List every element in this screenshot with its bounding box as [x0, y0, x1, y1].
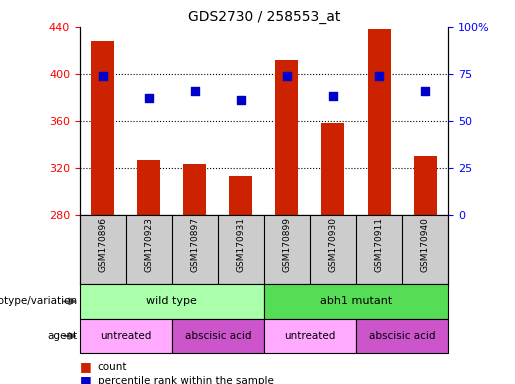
Text: abh1 mutant: abh1 mutant: [320, 296, 392, 306]
Text: GSM170930: GSM170930: [329, 217, 337, 272]
Bar: [138, 160, 160, 215]
Bar: [264, 284, 448, 319]
Text: GSM170940: GSM170940: [421, 217, 430, 272]
Point: [99, 73, 107, 79]
Text: untreated: untreated: [100, 331, 151, 341]
Bar: [183, 164, 207, 215]
Text: untreated: untreated: [284, 331, 336, 341]
Text: GSM170899: GSM170899: [282, 217, 291, 272]
Title: GDS2730 / 258553_at: GDS2730 / 258553_at: [188, 10, 340, 25]
Point: [145, 95, 153, 101]
Text: GSM170931: GSM170931: [236, 217, 246, 272]
Bar: [321, 123, 345, 215]
Bar: [91, 41, 114, 215]
Point: [191, 88, 199, 94]
Text: GSM170897: GSM170897: [191, 217, 199, 272]
Bar: [264, 319, 356, 353]
Bar: [356, 319, 448, 353]
Point: [421, 88, 429, 94]
Bar: [276, 60, 299, 215]
Text: abscisic acid: abscisic acid: [185, 331, 251, 341]
Text: GSM170911: GSM170911: [374, 217, 384, 272]
Text: ■: ■: [80, 374, 92, 384]
Text: ■: ■: [80, 360, 92, 373]
Point: [375, 73, 383, 79]
Text: wild type: wild type: [146, 296, 197, 306]
Bar: [414, 156, 437, 215]
Bar: [368, 29, 390, 215]
Text: GSM170896: GSM170896: [98, 217, 107, 272]
Bar: [229, 176, 252, 215]
Text: genotype/variation: genotype/variation: [0, 296, 77, 306]
Text: GSM170923: GSM170923: [144, 217, 153, 272]
Bar: [80, 319, 172, 353]
Point: [329, 93, 337, 99]
Point: [283, 73, 291, 79]
Text: agent: agent: [47, 331, 77, 341]
Bar: [80, 284, 264, 319]
Point: [237, 97, 245, 103]
Text: abscisic acid: abscisic acid: [369, 331, 435, 341]
Bar: [172, 319, 264, 353]
Text: count: count: [98, 362, 127, 372]
Text: percentile rank within the sample: percentile rank within the sample: [98, 376, 274, 384]
